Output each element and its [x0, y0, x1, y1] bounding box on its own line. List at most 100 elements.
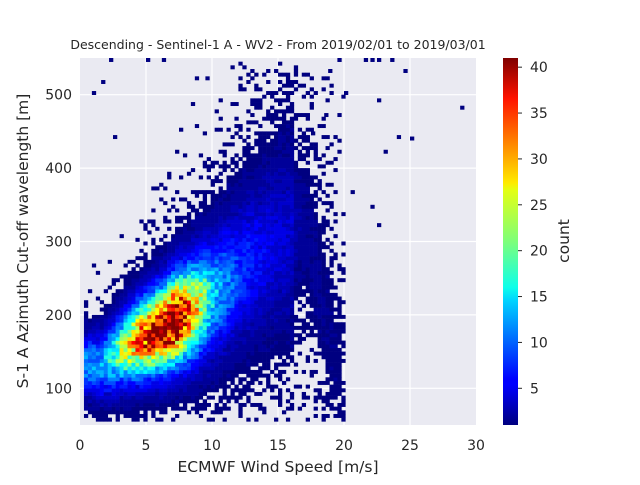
- histogram-cell: [139, 340, 144, 345]
- histogram-cell: [262, 131, 267, 136]
- histogram-cell: [218, 234, 223, 239]
- histogram-cell: [254, 355, 259, 360]
- histogram-cell: [139, 325, 144, 330]
- histogram-cell: [250, 204, 255, 209]
- histogram-cell: [194, 274, 200, 279]
- histogram-cell: [270, 201, 275, 206]
- histogram-cell: [254, 267, 259, 272]
- histogram-cell: [198, 333, 204, 338]
- histogram-cell: [317, 237, 322, 242]
- histogram-cell: [127, 377, 132, 382]
- histogram-cell: [246, 399, 251, 404]
- histogram-cell: [171, 336, 176, 341]
- histogram-cell: [103, 406, 109, 411]
- histogram-cell: [297, 241, 303, 246]
- histogram-cell: [230, 248, 235, 253]
- histogram-cell: [258, 175, 263, 180]
- histogram-cell: [163, 362, 168, 367]
- histogram-cell: [242, 208, 247, 213]
- histogram-cell: [285, 124, 291, 129]
- histogram-cell: [285, 153, 291, 158]
- histogram-cell: [281, 175, 287, 180]
- histogram-cell: [210, 358, 215, 363]
- histogram-cell: [258, 322, 263, 327]
- histogram-cell: [171, 278, 176, 283]
- histogram-cell: [147, 267, 152, 272]
- histogram-cell: [123, 351, 128, 356]
- histogram-cell: [337, 278, 342, 283]
- histogram-cell: [266, 168, 271, 173]
- histogram-cell: [182, 248, 188, 253]
- y-tick-label: 500: [45, 88, 72, 104]
- histogram-cell: [107, 391, 112, 396]
- histogram-cell: [274, 241, 279, 246]
- histogram-cell: [210, 384, 215, 389]
- histogram-cell: [305, 171, 310, 176]
- histogram-cell: [111, 336, 116, 341]
- histogram-cell: [222, 318, 227, 323]
- histogram-cell: [111, 406, 116, 411]
- histogram-cell: [266, 285, 271, 290]
- histogram-cell: [254, 402, 259, 407]
- histogram-cell: [333, 391, 338, 396]
- histogram-cell: [198, 285, 204, 290]
- histogram-cell: [205, 76, 210, 81]
- histogram-cell: [274, 223, 279, 228]
- histogram-cell: [210, 256, 215, 261]
- histogram-cell: [274, 292, 279, 297]
- histogram-cell: [87, 340, 93, 345]
- histogram-cell: [202, 292, 208, 297]
- histogram-cell: [95, 377, 101, 382]
- histogram-cell: [278, 87, 283, 92]
- histogram-cell: [206, 351, 211, 356]
- histogram-cell: [103, 380, 109, 385]
- histogram-cell: [119, 322, 124, 327]
- histogram-cell: [131, 296, 136, 301]
- histogram-cell: [337, 314, 342, 319]
- histogram-cell: [206, 157, 211, 162]
- histogram-cell: [258, 406, 263, 411]
- histogram-cell: [127, 270, 132, 275]
- histogram-cell: [333, 413, 338, 418]
- histogram-cell: [329, 142, 334, 147]
- histogram-cell: [190, 366, 196, 371]
- histogram-cell: [167, 248, 172, 253]
- histogram-cell: [107, 351, 112, 356]
- histogram-cell: [111, 300, 116, 305]
- histogram-cell: [281, 135, 287, 140]
- histogram-cell: [206, 212, 211, 217]
- histogram-cell: [250, 248, 255, 253]
- histogram-cell: [159, 355, 164, 360]
- histogram-cell: [155, 318, 160, 323]
- histogram-cell: [111, 362, 116, 367]
- histogram-cell: [210, 292, 215, 297]
- histogram-cell: [115, 344, 120, 349]
- histogram-cell: [159, 351, 164, 356]
- histogram-cell: [254, 237, 259, 242]
- histogram-cell: [285, 333, 291, 338]
- histogram-cell: [179, 347, 184, 352]
- histogram-cell: [262, 138, 267, 143]
- histogram-cell: [167, 358, 172, 363]
- histogram-cell: [281, 329, 287, 334]
- histogram-cell: [151, 344, 156, 349]
- histogram-cell: [214, 234, 219, 239]
- histogram-cell: [337, 138, 342, 143]
- histogram-cell: [278, 142, 283, 147]
- histogram-cell: [250, 171, 255, 176]
- histogram-cell: [131, 340, 136, 345]
- histogram-cell: [289, 296, 295, 301]
- histogram-cell: [325, 278, 330, 283]
- histogram-cell: [293, 204, 299, 209]
- histogram-cell: [186, 234, 192, 239]
- histogram-cell: [238, 289, 243, 294]
- histogram-cell: [151, 274, 156, 279]
- histogram-cell: [139, 351, 144, 356]
- histogram-cell: [246, 197, 251, 202]
- histogram-cell: [270, 347, 275, 352]
- histogram-cell: [305, 223, 310, 228]
- histogram-cell: [278, 303, 283, 308]
- histogram-cell: [246, 322, 251, 327]
- histogram-cell: [123, 395, 128, 400]
- histogram-cell: [115, 373, 120, 378]
